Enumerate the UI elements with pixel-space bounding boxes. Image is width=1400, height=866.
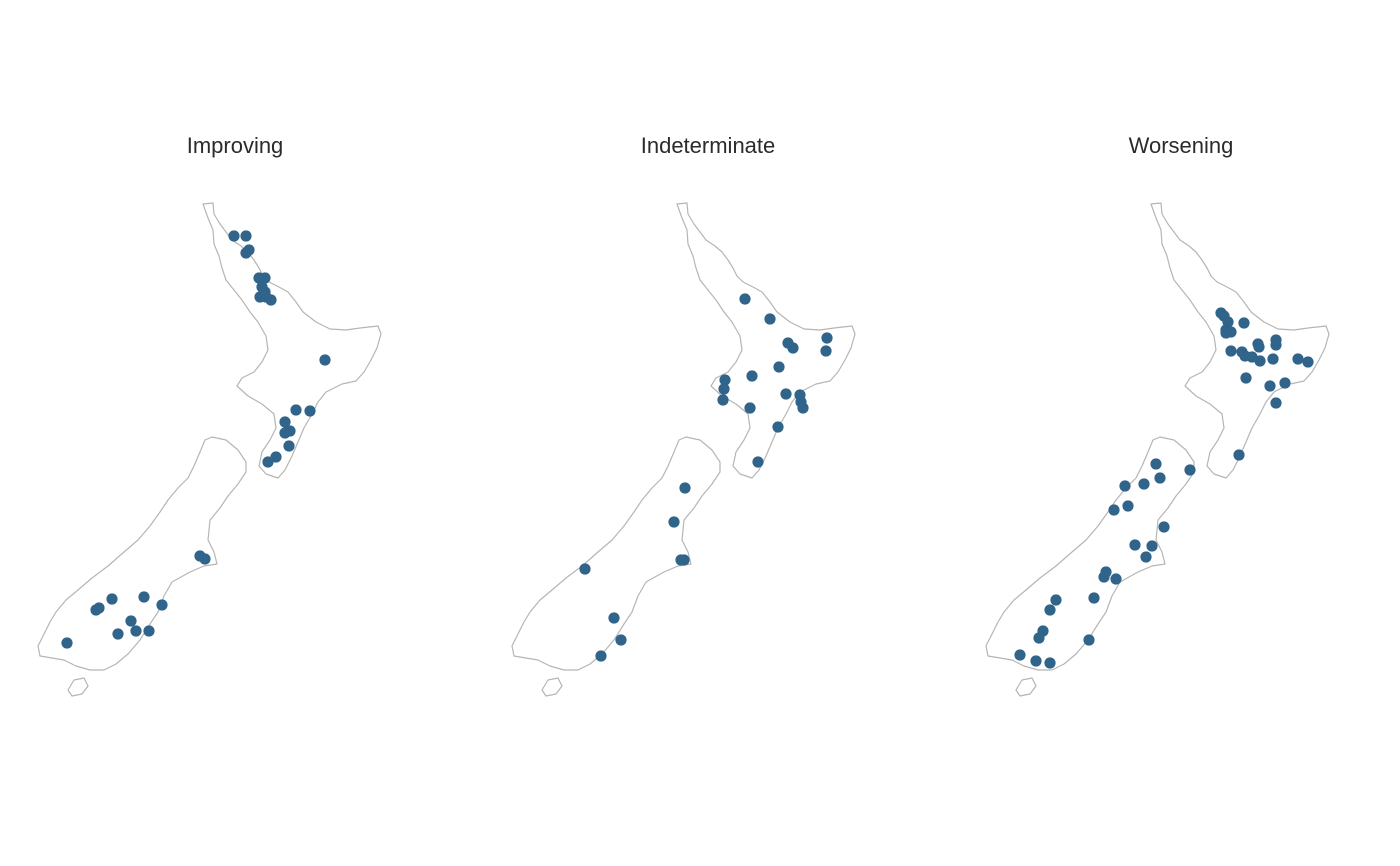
site-point [595, 650, 607, 662]
site-point [1122, 500, 1134, 512]
site-point [1270, 397, 1282, 409]
site-point [1014, 649, 1026, 661]
panel-title: Indeterminate [640, 133, 776, 158]
map-indeterminate [511, 202, 856, 697]
site-point [228, 230, 240, 242]
site-point [1292, 353, 1304, 365]
site-point [1267, 353, 1279, 365]
site-point [717, 394, 729, 406]
site-point [668, 516, 680, 528]
stewart-island-outline [67, 677, 89, 697]
site-point [678, 554, 690, 566]
site-point [1220, 327, 1232, 339]
site-point [1033, 632, 1045, 644]
site-point [1044, 604, 1056, 616]
site-point [279, 416, 291, 428]
site-point [1138, 478, 1150, 490]
site-point [579, 563, 591, 575]
site-point [283, 440, 295, 452]
site-point [772, 421, 784, 433]
site-point [319, 354, 331, 366]
site-point [615, 634, 627, 646]
site-point [1129, 539, 1141, 551]
panel-improving: Improving [0, 0, 470, 866]
site-point [243, 244, 255, 256]
south-island-outline [37, 436, 247, 671]
site-point [1240, 372, 1252, 384]
site-point [1098, 571, 1110, 583]
site-point [130, 625, 142, 637]
site-point [1225, 345, 1237, 357]
site-point [290, 404, 302, 416]
site-point [1150, 458, 1162, 470]
site-point [1264, 380, 1276, 392]
north-island-outline [1150, 202, 1330, 479]
map-worsening [985, 202, 1330, 697]
site-point [719, 374, 731, 386]
site-point [112, 628, 124, 640]
site-point [125, 615, 137, 627]
site-point [1279, 377, 1291, 389]
site-point [718, 383, 730, 395]
site-point [90, 604, 102, 616]
north-island-outline [202, 202, 382, 479]
site-point [1140, 551, 1152, 563]
site-point [199, 553, 211, 565]
site-point [608, 612, 620, 624]
site-point [1146, 540, 1158, 552]
site-point [679, 482, 691, 494]
site-point [1270, 339, 1282, 351]
site-point [1044, 657, 1056, 669]
site-point [1184, 464, 1196, 476]
site-point [746, 370, 758, 382]
site-point [1088, 592, 1100, 604]
site-point [262, 456, 274, 468]
site-point [787, 342, 799, 354]
stewart-island-outline [541, 677, 563, 697]
site-point [1302, 356, 1314, 368]
panel-indeterminate: Indeterminate [473, 0, 943, 866]
site-point [1050, 594, 1062, 606]
site-point [265, 294, 277, 306]
south-island-outline [985, 436, 1195, 671]
stewart-island-outline [1015, 677, 1037, 697]
site-point [764, 313, 776, 325]
panel-title: Worsening [1128, 133, 1234, 158]
site-point [1083, 634, 1095, 646]
site-point [1158, 521, 1170, 533]
north-island-outline [676, 202, 856, 479]
site-point [143, 625, 155, 637]
site-point [1030, 655, 1042, 667]
site-point [304, 405, 316, 417]
site-point [61, 637, 73, 649]
site-point [744, 402, 756, 414]
site-point [284, 425, 296, 437]
site-point [1254, 355, 1266, 367]
panel-worsening: Worsening [946, 0, 1400, 866]
site-point [1233, 449, 1245, 461]
site-point [1154, 472, 1166, 484]
site-point [739, 293, 751, 305]
site-point [259, 272, 271, 284]
site-point [240, 230, 252, 242]
site-point [1110, 573, 1122, 585]
site-point [797, 402, 809, 414]
site-point [1238, 317, 1250, 329]
site-point [1253, 341, 1265, 353]
map-improving [37, 202, 382, 697]
south-island-outline [511, 436, 721, 671]
site-point [780, 388, 792, 400]
site-point [270, 451, 282, 463]
site-point [820, 345, 832, 357]
site-point [821, 332, 833, 344]
site-point [138, 591, 150, 603]
site-point [752, 456, 764, 468]
site-point [156, 599, 168, 611]
site-point [106, 593, 118, 605]
panel-title: Improving [186, 133, 284, 158]
site-point [773, 361, 785, 373]
site-point [1119, 480, 1131, 492]
site-point [1108, 504, 1120, 516]
